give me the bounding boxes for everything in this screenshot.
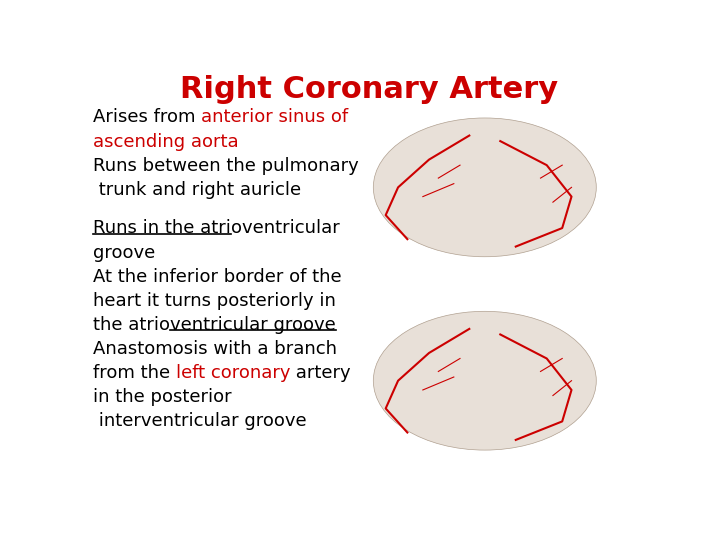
Text: Runs in the atri: Runs in the atri [93, 219, 230, 238]
FancyBboxPatch shape [330, 85, 639, 271]
Text: anterior sinus of: anterior sinus of [201, 109, 348, 126]
Text: At the inferior border of the: At the inferior border of the [93, 268, 341, 286]
Ellipse shape [373, 118, 596, 256]
Text: the atrio: the atrio [93, 316, 170, 334]
Text: trunk and right auricle: trunk and right auricle [93, 181, 301, 199]
Text: heart it turns posteriorly in: heart it turns posteriorly in [93, 292, 336, 310]
Text: groove: groove [93, 244, 155, 261]
Text: Arises from: Arises from [93, 109, 201, 126]
Text: ventricular groove: ventricular groove [170, 316, 336, 334]
Text: oventricular: oventricular [230, 219, 339, 238]
Text: Runs between the pulmonary: Runs between the pulmonary [93, 157, 359, 175]
Text: from the: from the [93, 364, 176, 382]
Text: Anastomosis with a branch: Anastomosis with a branch [93, 340, 337, 358]
Text: Right Coronary Artery: Right Coronary Artery [180, 75, 558, 104]
Text: artery: artery [290, 364, 351, 382]
Text: in the posterior: in the posterior [93, 388, 231, 406]
Text: ascending aorta: ascending aorta [93, 133, 238, 151]
Ellipse shape [373, 312, 596, 450]
FancyBboxPatch shape [330, 279, 639, 464]
Text: interventricular groove: interventricular groove [93, 413, 307, 430]
Text: left coronary: left coronary [176, 364, 290, 382]
